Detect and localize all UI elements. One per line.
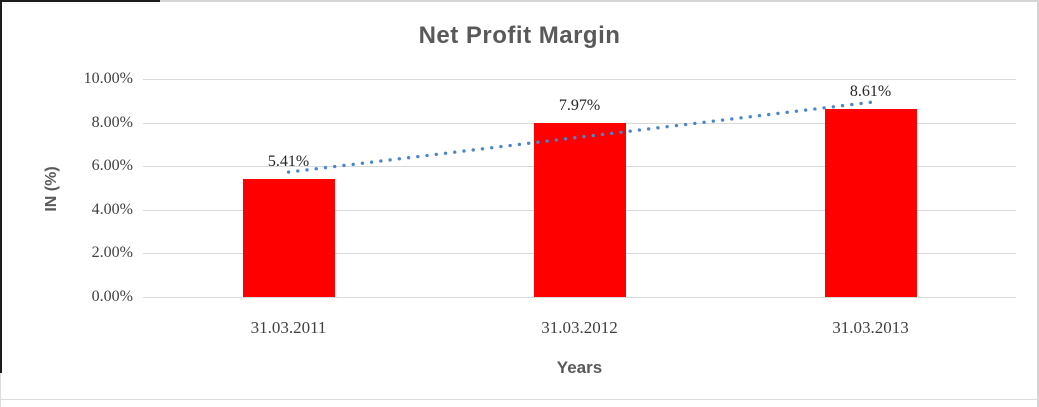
- data-label: 8.61%: [849, 83, 892, 101]
- x-axis-title: Years: [556, 358, 603, 377]
- frame-border-top: [0, 0, 1039, 2]
- gridline: [143, 297, 1016, 298]
- cell-border-left: [0, 0, 2, 373]
- y-tick-label: 2.00%: [91, 244, 133, 262]
- frame-border-bottom: [0, 399, 1039, 400]
- gridline: [143, 79, 1016, 80]
- y-tick-label: 6.00%: [91, 157, 133, 175]
- x-tick-label: 31.03.2011: [250, 318, 327, 337]
- chart-title: Net Profit Margin: [418, 22, 621, 49]
- bar-31.03.2013[interactable]: [824, 109, 917, 297]
- data-label: 5.41%: [267, 153, 310, 171]
- cell-border-top: [0, 0, 160, 2]
- x-tick-label: 31.03.2013: [832, 318, 909, 337]
- y-tick-label: 10.00%: [83, 70, 133, 87]
- y-tick-label: 4.00%: [91, 200, 133, 218]
- data-label: 7.97%: [558, 97, 601, 115]
- bar-31.03.2012[interactable]: [533, 123, 626, 297]
- x-tick-label: 31.03.2012: [541, 318, 618, 337]
- y-tick-label: 8.00%: [91, 113, 133, 131]
- y-tick-label: 0.00%: [91, 288, 133, 305]
- frame-border-left: [0, 0, 1, 407]
- y-axis-title: IN (%): [43, 166, 60, 212]
- bar-31.03.2011[interactable]: [242, 179, 335, 297]
